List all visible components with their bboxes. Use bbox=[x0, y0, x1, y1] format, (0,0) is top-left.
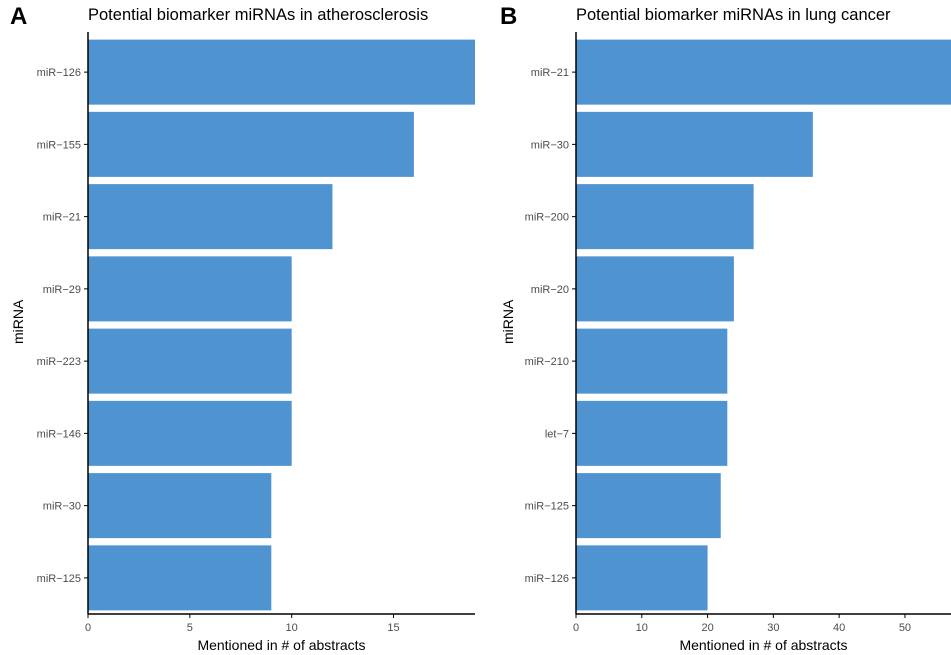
x-tick-label: 15 bbox=[387, 622, 399, 634]
bar bbox=[88, 256, 292, 322]
bar bbox=[576, 39, 951, 105]
bar bbox=[88, 473, 272, 539]
y-tick-label: miR−30 bbox=[43, 501, 81, 513]
x-axis-label: Mentioned in # of abstracts bbox=[197, 637, 366, 653]
y-tick-label: miR−21 bbox=[43, 212, 81, 224]
bar bbox=[88, 111, 414, 177]
y-tick-label: miR−126 bbox=[525, 573, 569, 585]
y-tick-label: miR−30 bbox=[531, 139, 569, 151]
x-tick-label: 40 bbox=[833, 622, 845, 634]
bar bbox=[576, 111, 813, 177]
panel-letter: B bbox=[500, 3, 518, 30]
y-tick-label: miR−210 bbox=[525, 356, 569, 368]
chart-title: Potential biomarker miRNAs in lung cance… bbox=[576, 6, 891, 24]
y-tick-label: miR−125 bbox=[37, 573, 81, 585]
bar bbox=[88, 39, 475, 105]
y-tick-label: miR−146 bbox=[37, 428, 81, 440]
bar bbox=[88, 328, 292, 394]
bar-chart-plot: miR−126 miR−155 miR−21 miR−29 miR−223 miR−146… bbox=[37, 32, 475, 634]
bar bbox=[88, 184, 333, 250]
bar-chart-plot: miR−21 miR−30 miR−200 miR−20 miR−210 let−7 miR… bbox=[525, 32, 951, 634]
bar bbox=[576, 400, 728, 466]
bar bbox=[576, 256, 734, 322]
x-tick-label: 0 bbox=[85, 622, 91, 634]
y-tick-label: miR−200 bbox=[525, 212, 569, 224]
chart-panel-a: A Potential biomarker miRNAs in atherosc… bbox=[10, 3, 475, 653]
x-axis-label: Mentioned in # of abstracts bbox=[679, 637, 848, 653]
x-tick-label: 5 bbox=[187, 622, 193, 634]
bar bbox=[576, 184, 754, 250]
x-tick-label: 20 bbox=[701, 622, 713, 634]
y-tick-label: miR−21 bbox=[531, 67, 569, 79]
x-tick-label: 10 bbox=[286, 622, 298, 634]
x-tick-label: 10 bbox=[636, 622, 648, 634]
y-tick-label: miR−20 bbox=[531, 284, 569, 296]
y-tick-label: miR−125 bbox=[525, 501, 569, 513]
x-tick-label: 50 bbox=[899, 622, 911, 634]
bar bbox=[576, 473, 721, 539]
chart-title: Potential biomarker miRNAs in atheroscle… bbox=[88, 6, 429, 24]
chart-panel-b: B Potential biomarker miRNAs in lung can… bbox=[488, 0, 951, 655]
y-tick-label: let−7 bbox=[545, 428, 569, 440]
y-tick-label: miR−29 bbox=[43, 284, 81, 296]
y-tick-label: miR−155 bbox=[37, 139, 81, 151]
bar bbox=[88, 545, 272, 611]
x-tick-label: 30 bbox=[767, 622, 779, 634]
bar bbox=[88, 400, 292, 466]
bar bbox=[576, 545, 708, 611]
panel-letter: A bbox=[10, 3, 28, 30]
y-tick-label: miR−223 bbox=[37, 356, 81, 368]
x-tick-label: 0 bbox=[573, 622, 579, 634]
y-tick-label: miR−126 bbox=[37, 67, 81, 79]
bar bbox=[576, 328, 728, 394]
